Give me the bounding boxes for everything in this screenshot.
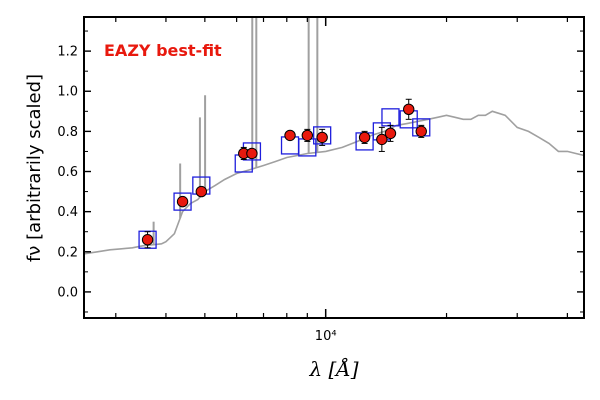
y-tick-label: 0.4 [57, 205, 78, 220]
x-axis-label: λ [Å] [308, 356, 358, 381]
observed-point [316, 131, 328, 144]
x-tick-label: 10⁴ [315, 329, 337, 344]
annotation-label: EAZY best-fit [104, 41, 222, 60]
plot-frame [83, 16, 585, 319]
observed-point [284, 129, 296, 142]
y-tick-label: 0.0 [57, 285, 78, 300]
observed-point [358, 131, 371, 144]
observed-point [141, 234, 154, 246]
y-tick-label: 0.2 [57, 245, 78, 260]
model-photometry-box [173, 192, 192, 211]
plot-area [84, 17, 584, 255]
y-tick-label: 0.8 [57, 125, 78, 140]
observed-point [376, 133, 388, 146]
observed-point [403, 103, 415, 116]
y-tick-label: 0.6 [57, 165, 78, 180]
observed-point [176, 195, 189, 208]
y-tick-label: 1.2 [57, 45, 78, 60]
observed-point [195, 185, 208, 198]
observed-point [301, 129, 314, 142]
observed-point [415, 125, 427, 138]
sed-line [84, 110, 584, 255]
observed-point [384, 127, 397, 140]
axis-ticks: 0.0 0.2 0.4 0.6 0.8 1.0 1.2 10⁴ [57, 17, 584, 344]
observed-point [246, 147, 258, 160]
y-tick-label: 1.0 [57, 85, 78, 100]
y-axis-label: fν [arbitrarily scaled] [24, 74, 45, 262]
